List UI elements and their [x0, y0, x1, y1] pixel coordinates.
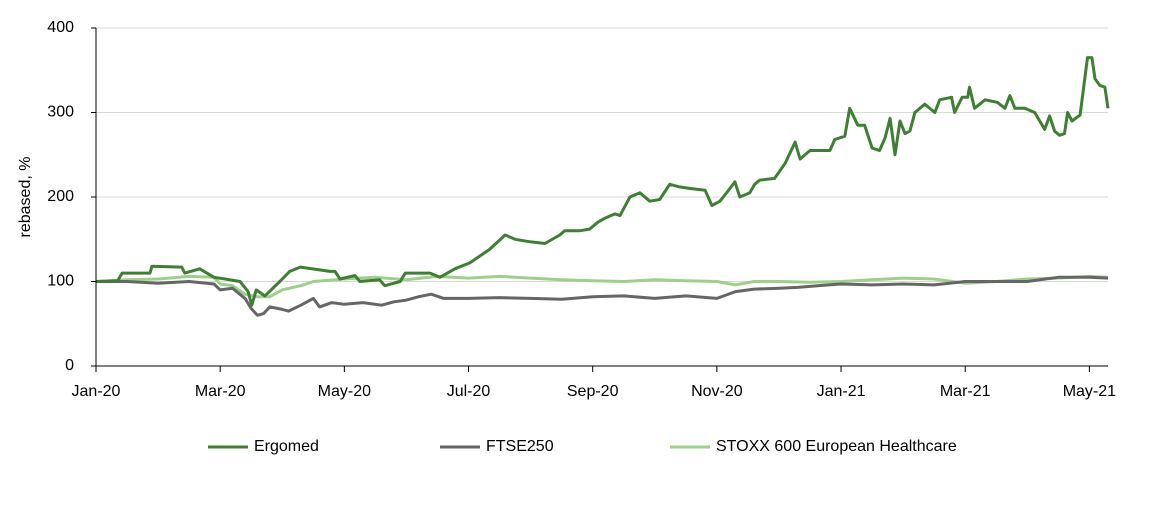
y-tick-label: 200	[47, 188, 74, 205]
x-tick-label: Sep-20	[567, 383, 619, 400]
legend-label: FTSE250	[486, 438, 554, 455]
x-tick-label: Jan-21	[817, 383, 866, 400]
x-tick-label: Mar-21	[940, 383, 991, 400]
y-axis-label: rebased, %	[17, 157, 34, 238]
y-tick-label: 400	[47, 19, 74, 36]
legend-label: Ergomed	[254, 438, 319, 455]
x-tick-label: May-21	[1063, 383, 1116, 400]
x-tick-label: Jul-20	[447, 383, 491, 400]
series-line	[95, 56, 1110, 307]
y-tick-label: 0	[65, 357, 74, 374]
x-tick-label: Mar-20	[195, 383, 246, 400]
series-line	[95, 274, 1109, 299]
y-tick-label: 300	[47, 104, 74, 121]
legend-label: STOXX 600 European Healthcare	[716, 438, 957, 455]
y-tick-label: 100	[47, 273, 74, 290]
x-tick-label: May-20	[318, 383, 371, 400]
x-tick-label: Jan-20	[72, 383, 121, 400]
x-tick-label: Nov-20	[691, 383, 743, 400]
series-line	[96, 275, 1109, 317]
